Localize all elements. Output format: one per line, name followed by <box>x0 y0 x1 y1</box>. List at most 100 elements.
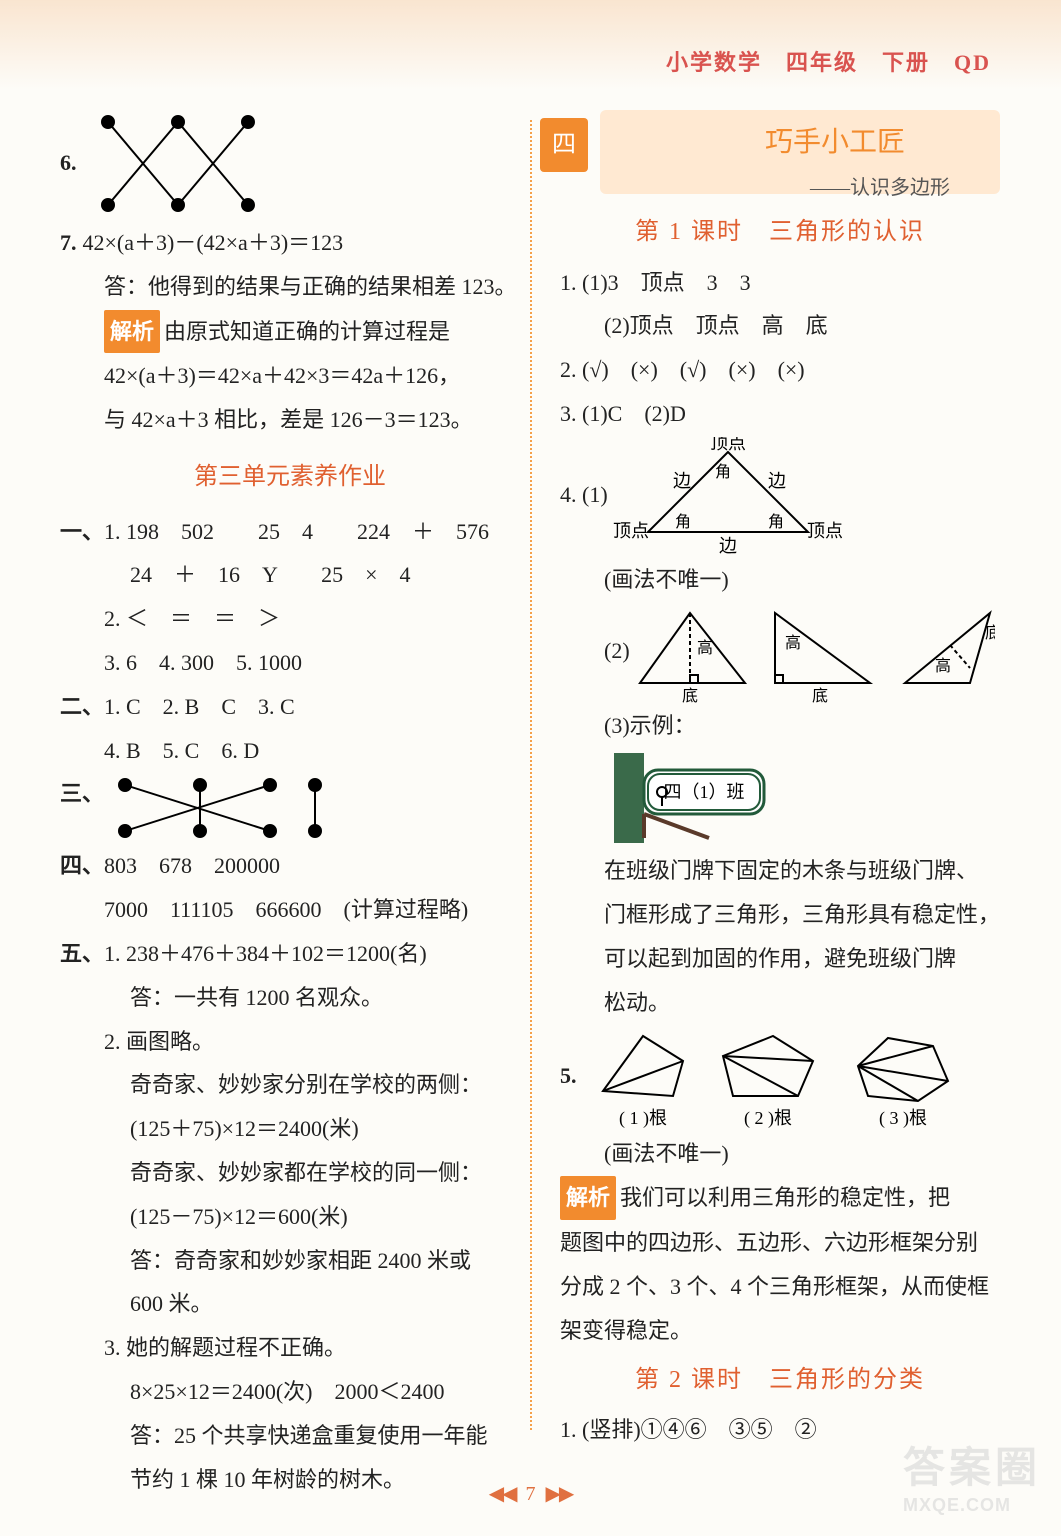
r5-analysis-1: 解析我们可以利用三角形的稳定性，把 <box>560 1176 1000 1220</box>
r4c-text1: 在班级门牌下固定的木条与班级门牌、 <box>560 850 1000 892</box>
r5-analysis-2: 题图中的四边形、五边形、六边形框架分别 <box>560 1222 1000 1264</box>
section-wu: 五、1. 238＋476＋384＋102＝1200(名) <box>60 933 520 975</box>
r4a-label: 4. (1) <box>560 482 608 507</box>
r5-analysis-3: 分成 2 个、3 个、4 个三角形框架，从而使框 <box>560 1266 1000 1308</box>
r5-note: (画法不唯一) <box>560 1133 1000 1175</box>
san-label: 三、 <box>60 773 104 815</box>
watermark: 答案圈 MXQE.COM <box>903 1434 1041 1516</box>
section-er: 二、1. C 2. B C 3. C <box>60 686 520 728</box>
lesson1-title: 第 1 课时 三角形的认识 <box>560 210 1000 256</box>
yi-1a: 1. 198 502 25 4 224 ＋ 576 <box>104 519 489 544</box>
yi-2: 2. ＜ ＝ ＝ ＞ <box>60 598 520 640</box>
r3: 3. (1)C (2)D <box>560 393 1000 435</box>
wu-2d: 奇奇家、妙妙家都在学校的同一侧： <box>60 1152 520 1194</box>
page-header: 小学数学 四年级 下册 QD <box>666 45 991 77</box>
svg-text:角: 角 <box>715 463 731 481</box>
si-label: 四、 <box>60 845 104 887</box>
svg-text:底: 底 <box>682 687 698 703</box>
svg-text:顶点: 顶点 <box>710 437 746 453</box>
jiexi-tag: 解析 <box>104 310 160 354</box>
page-footer: ◀◀ 7 ▶▶ <box>0 1481 1061 1506</box>
section-si: 四、803 678 200000 <box>60 845 520 887</box>
chapter-title-box: 巧手小工匠 ——认识多边形 <box>600 110 1000 194</box>
r4b-label: (2) <box>604 638 630 663</box>
r4a: 4. (1) 顶点 顶点 顶点 边 边 边 角 角 角 <box>560 437 1000 557</box>
yi-1b: 24 ＋ 16 Y 25 × 4 <box>60 554 520 596</box>
wu-2f: 答：奇奇家和妙妙家相距 2400 米或 <box>60 1240 520 1282</box>
svg-text:角: 角 <box>768 513 784 531</box>
triangles-heights: 高 底 高 底 高 底 <box>635 603 995 703</box>
svg-text:底: 底 <box>985 624 995 642</box>
footer-right-arrow: ▶▶ <box>546 1483 573 1505</box>
lesson2-title: 第 2 课时 三角形的分类 <box>560 1358 1000 1404</box>
er-2: 4. B 5. C 6. D <box>60 730 520 772</box>
si-1: 803 678 200000 <box>104 853 280 878</box>
right-column: 巧手小工匠 ——认识多边形 四 第 1 课时 三角形的认识 1. (1)3 顶点… <box>560 110 1000 1453</box>
chapter-title-sub: ——认识多边形 <box>680 169 990 207</box>
wu-2e: (125－75)×12＝600(米) <box>60 1196 520 1238</box>
wu-2a: 2. 画图略。 <box>60 1021 520 1063</box>
svg-text:( 3 )根: ( 3 )根 <box>879 1108 927 1129</box>
yi-3: 3. 6 4. 300 5. 1000 <box>60 642 520 684</box>
r1a: 1. (1)3 顶点 3 3 <box>560 262 1000 304</box>
r5: 5. ( 1 )根 ( 2 )根 ( 3 )根 <box>560 1026 1000 1131</box>
r4b: (2) 高 底 高 底 高 底 <box>560 603 1000 703</box>
q6: 6. <box>60 110 520 220</box>
footer-left-arrow: ◀◀ <box>489 1483 516 1505</box>
q7-analysis-2: 42×(a＋3)＝42×a＋42×3＝42a＋126， <box>60 355 520 397</box>
svg-text:顶点: 顶点 <box>613 521 649 541</box>
q7-analysis-text1: 由原式知道正确的计算过程是 <box>164 319 450 344</box>
section-yi: 一、1. 198 502 25 4 224 ＋ 576 <box>60 511 520 553</box>
san-diagram <box>110 773 330 843</box>
wu-label: 五、 <box>60 933 104 975</box>
watermark-sub: MXQE.COM <box>903 1495 1041 1516</box>
q7-answer: 答：他得到的结果与正确的结果相差 123。 <box>60 266 520 308</box>
wu-3b: 8×25×12＝2400(次) 2000＜2400 <box>60 1371 520 1413</box>
r5-analysis-4: 架变得稳定。 <box>560 1310 1000 1352</box>
svg-text:底: 底 <box>812 687 828 703</box>
wu-2b: 奇奇家、妙妙家分别在学校的两侧： <box>60 1064 520 1106</box>
svg-text:( 1 )根: ( 1 )根 <box>619 1108 667 1129</box>
q6-label: 6. <box>60 150 77 175</box>
page-number: 7 <box>526 1483 536 1505</box>
watermark-main: 答案圈 <box>903 1444 1041 1491</box>
column-divider <box>530 120 532 1430</box>
svg-text:边: 边 <box>719 536 737 556</box>
yi-label: 一、 <box>60 511 104 553</box>
r1b: (2)顶点 顶点 高 底 <box>560 305 1000 347</box>
wu-1b: 答：一共有 1200 名观众。 <box>60 977 520 1019</box>
jiexi-tag-2: 解析 <box>560 1176 616 1220</box>
svg-text:边: 边 <box>673 471 691 491</box>
section-san: 三、 <box>60 773 520 843</box>
chapter-header: 巧手小工匠 ——认识多边形 四 <box>560 110 1000 200</box>
r5-label: 5. <box>560 1063 577 1088</box>
unit-title: 第三单元素养作业 <box>60 455 520 501</box>
polygons: ( 1 )根 ( 2 )根 ( 3 )根 <box>588 1026 968 1131</box>
chapter-title-main: 巧手小工匠 <box>680 116 990 169</box>
wu-2g: 600 米。 <box>60 1283 520 1325</box>
svg-text:四（1）班: 四（1）班 <box>664 782 745 802</box>
sign-figure: 四（1）班 <box>560 748 1000 848</box>
wu-2c: (125＋75)×12＝2400(米) <box>60 1108 520 1150</box>
triangle-labeled: 顶点 顶点 顶点 边 边 边 角 角 角 <box>613 437 843 557</box>
q7-analysis-3: 与 42×a＋3 相比，差是 126－3＝123。 <box>60 399 520 441</box>
wu-3a: 3. 她的解题过程不正确。 <box>60 1327 520 1369</box>
r4c-text2: 门框形成了三角形，三角形具有稳定性， <box>560 894 1000 936</box>
q7-label: 7. <box>60 230 77 255</box>
wu-1a: 1. 238＋476＋384＋102＝1200(名) <box>104 941 427 966</box>
er-1: 1. C 2. B C 3. C <box>104 694 295 719</box>
left-column: 6. 7.42×(a＋3)－(42×a＋3)＝123 答：他得到的结果与正确的结… <box>60 110 520 1502</box>
er-label: 二、 <box>60 686 104 728</box>
r4c-text4: 松动。 <box>560 982 1000 1024</box>
q7-expr: 7.42×(a＋3)－(42×a＋3)＝123 <box>60 222 520 264</box>
r4a-note: (画法不唯一) <box>560 559 1000 601</box>
si-2: 7000 111105 666600 (计算过程略) <box>60 889 520 931</box>
svg-text:角: 角 <box>675 513 691 531</box>
r4c: (3)示例： <box>560 705 1000 747</box>
r4c-text3: 可以起到加固的作用，避免班级门牌 <box>560 938 1000 980</box>
svg-text:高: 高 <box>785 634 801 652</box>
wu-3c: 答：25 个共享快递盒重复使用一年能 <box>60 1415 520 1457</box>
svg-text:( 2 )根: ( 2 )根 <box>744 1108 792 1129</box>
svg-text:边: 边 <box>768 471 786 491</box>
r5-analysis-text1: 我们可以利用三角形的稳定性，把 <box>620 1185 950 1210</box>
